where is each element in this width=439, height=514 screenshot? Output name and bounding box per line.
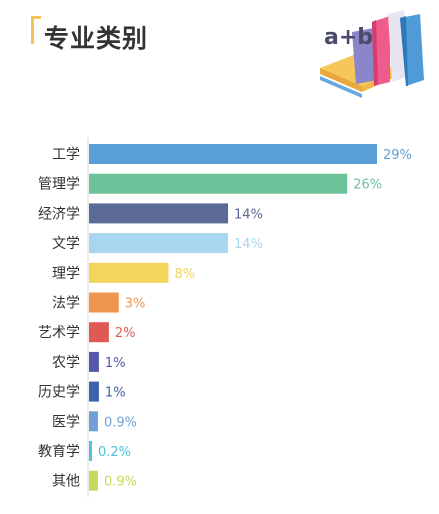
value-label: 1% — [105, 356, 126, 371]
category-label: 法学 — [52, 296, 80, 312]
category-label: 理学 — [52, 266, 80, 282]
category-label: 文学 — [52, 236, 80, 252]
bar — [89, 233, 229, 254]
category-label: 农学 — [52, 355, 80, 371]
bar — [89, 203, 229, 224]
category-label: 其他 — [52, 474, 80, 490]
category-label: 工学 — [52, 147, 80, 163]
bar — [89, 381, 99, 402]
value-label: 26% — [353, 178, 382, 193]
bar — [89, 351, 99, 372]
title-bracket — [31, 16, 41, 44]
bar — [89, 262, 169, 283]
book-illustration-text: a+b — [324, 25, 373, 50]
value-label: 0.2% — [98, 445, 131, 460]
value-label: 29% — [383, 148, 412, 163]
bar — [89, 441, 92, 461]
page-title: 专业类别 — [44, 24, 149, 53]
value-label: 0.9% — [104, 415, 137, 430]
books-icon: a+b — [320, 10, 424, 98]
category-label: 医学 — [52, 414, 80, 430]
value-label: 2% — [115, 326, 136, 341]
value-label: 3% — [125, 297, 146, 312]
value-label: 1% — [105, 386, 126, 401]
category-label: 艺术学 — [38, 325, 80, 341]
bar — [89, 292, 119, 313]
bar — [89, 322, 109, 343]
value-label: 14% — [234, 207, 263, 222]
category-label: 历史学 — [38, 385, 80, 401]
value-label: 14% — [234, 237, 263, 252]
bar — [89, 173, 348, 194]
bar — [89, 470, 98, 491]
bar — [89, 411, 98, 432]
category-label: 教育学 — [38, 444, 80, 460]
bar — [89, 144, 377, 164]
category-label: 管理学 — [38, 177, 80, 193]
value-label: 0.9% — [104, 475, 137, 490]
value-label: 8% — [174, 267, 195, 282]
category-label: 经济学 — [38, 206, 80, 222]
